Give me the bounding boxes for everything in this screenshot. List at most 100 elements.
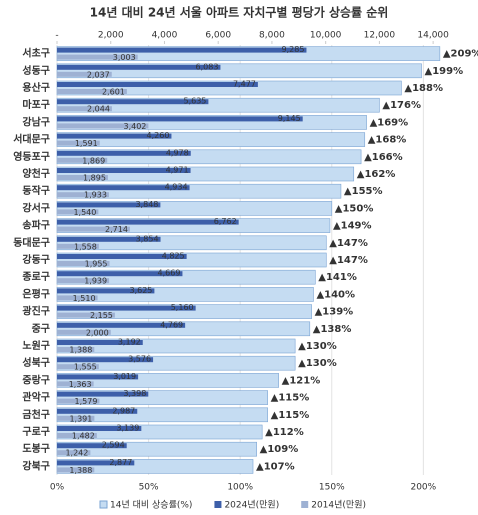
value-label: 1,540 (73, 208, 96, 217)
bar (57, 374, 139, 380)
x-tick-label: 14,000 (417, 31, 449, 41)
category-label: 성동구 (22, 64, 50, 77)
value-label: ▲209% (443, 49, 478, 60)
bar (57, 278, 110, 284)
value-label: ▲147% (329, 255, 368, 266)
bar (57, 295, 98, 301)
category-label: 서대문구 (13, 133, 50, 146)
value-label: 1,869 (82, 156, 105, 165)
bar (57, 364, 99, 370)
bar (57, 381, 94, 387)
bar (57, 133, 172, 139)
category-label: 구로구 (22, 426, 50, 438)
bar (57, 391, 149, 397)
bar (57, 175, 108, 180)
bar (57, 433, 97, 438)
bar (57, 226, 130, 232)
legend-label: 2024년(만원) (224, 500, 279, 511)
value-label: ▲112% (265, 427, 304, 438)
value-label: 1,391 (69, 414, 92, 423)
x-tick-label: 2,000 (98, 31, 124, 41)
category-label: 서초구 (22, 47, 50, 60)
value-label: 5,160 (171, 303, 194, 312)
bar (57, 271, 183, 277)
value-label: 3,625 (129, 286, 152, 295)
value-label: ▲115% (271, 410, 310, 421)
bar (57, 347, 95, 352)
category-label: 송파구 (22, 219, 50, 232)
category-label: 동작구 (22, 184, 50, 197)
bar (57, 408, 138, 414)
value-label: 1,591 (75, 139, 98, 148)
value-label: 4,934 (165, 183, 188, 192)
value-label: 4,978 (166, 148, 189, 157)
category-label: 은평구 (22, 287, 50, 300)
value-label: 3,402 (123, 122, 146, 131)
value-label: 1,939 (84, 277, 107, 286)
value-label: 2,155 (90, 311, 113, 320)
x-tick-label: 12,000 (364, 31, 396, 41)
value-label: 4,769 (160, 320, 183, 329)
value-label: ▲147% (329, 238, 368, 249)
value-label: 7,477 (233, 80, 256, 89)
bar (57, 209, 99, 215)
category-label: 강남구 (22, 115, 50, 128)
value-label: 3,019 (113, 372, 136, 381)
category-label: 성북구 (22, 356, 50, 369)
bar (57, 312, 115, 318)
value-label: 1,482 (72, 432, 95, 441)
value-label: 1,933 (84, 191, 107, 200)
value-label: ▲107% (256, 461, 295, 472)
bar (57, 123, 149, 129)
category-label: 도봉구 (22, 443, 50, 455)
bar (57, 254, 187, 259)
value-label: 9,145 (278, 114, 301, 123)
bar (57, 288, 155, 294)
value-label: ▲139% (315, 307, 354, 318)
value-label: 1,558 (74, 242, 97, 251)
value-label: 1,242 (65, 449, 88, 458)
bar (57, 116, 303, 122)
value-label: 3,192 (118, 338, 141, 347)
bar (57, 157, 108, 163)
category-label: 관악구 (22, 391, 50, 404)
value-label: ▲115% (271, 393, 310, 404)
value-label: ▲150% (335, 203, 374, 214)
value-label: 1,388 (69, 346, 92, 355)
value-label: 3,003 (113, 53, 136, 62)
value-label: 3,848 (135, 200, 158, 209)
value-label: ▲109% (260, 444, 299, 455)
value-label: 1,579 (75, 397, 98, 406)
x2-tick-label: 0% (50, 483, 65, 493)
bar (57, 460, 135, 466)
legend-swatch (214, 501, 222, 508)
x-tick-label: 8,000 (259, 31, 285, 41)
bar (57, 47, 307, 53)
bar (57, 398, 100, 404)
value-label: 6,762 (214, 217, 237, 226)
value-label: 9,285 (282, 45, 305, 54)
bar (57, 322, 186, 328)
x-tick-label: - (55, 31, 58, 41)
value-label: 1,895 (83, 174, 106, 183)
bar (57, 106, 112, 112)
value-label: ▲199% (425, 66, 464, 77)
value-label: ▲149% (333, 221, 372, 232)
category-label: 노원구 (22, 339, 50, 352)
x2-tick-label: 50% (139, 483, 159, 493)
value-label: 2,714 (105, 225, 128, 234)
value-label: 2,877 (109, 458, 132, 467)
value-label: ▲188% (404, 83, 443, 94)
category-label: 금천구 (22, 408, 50, 421)
x2-tick-label: 100% (227, 483, 253, 493)
category-label: 영등포구 (13, 150, 50, 163)
bar (57, 243, 99, 249)
value-label: ▲138% (313, 324, 352, 335)
legend-label: 14년 대비 상승률(%) (110, 500, 192, 511)
bar (57, 82, 258, 87)
value-label: ▲169% (370, 117, 409, 128)
bar (57, 426, 142, 431)
bar (57, 140, 100, 146)
category-label: 중랑구 (22, 374, 50, 386)
x-tick-label: 4,000 (152, 31, 178, 41)
